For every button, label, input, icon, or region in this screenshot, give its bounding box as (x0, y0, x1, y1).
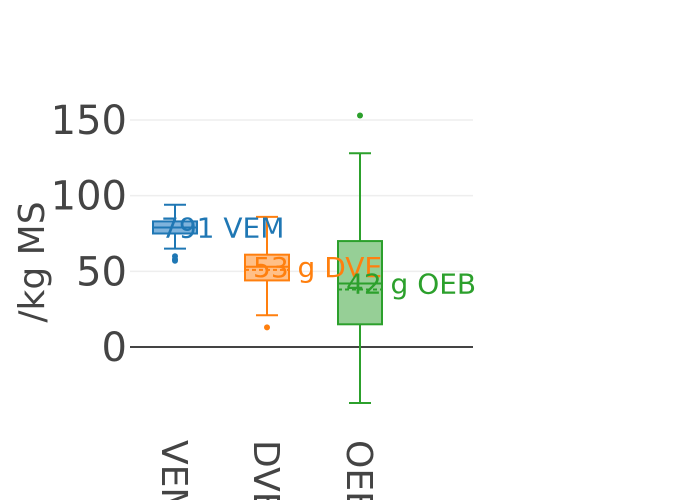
y-tick-label: 50 (76, 249, 127, 295)
outlier-point (264, 324, 270, 331)
y-tick-labels: 0 50 100 150 (51, 98, 127, 371)
x-tick-label: VEM (153, 440, 194, 500)
y-tick-label: 0 (102, 325, 127, 371)
y-tick-label: 150 (51, 98, 127, 144)
x-tick-label: DVE (245, 440, 286, 500)
annotation-dve: 53 g DVE (253, 251, 382, 284)
box-dve (244, 215, 290, 331)
box-oeb (337, 112, 383, 404)
outlier-point (357, 112, 363, 119)
y-tick-label: 100 (51, 174, 127, 220)
annotation-oeb: 42 g OEB (346, 267, 476, 300)
x-tick-label: OEB (338, 440, 379, 500)
box-vem (152, 203, 198, 264)
box-series (152, 112, 383, 404)
outlier-point (172, 257, 178, 264)
annotation-vem: 791 VEM (161, 211, 284, 244)
y-axis-label: /kg MS (12, 201, 53, 322)
y-gridlines (130, 119, 473, 348)
x-tick-labels: VEM DVE OEB (153, 440, 379, 500)
